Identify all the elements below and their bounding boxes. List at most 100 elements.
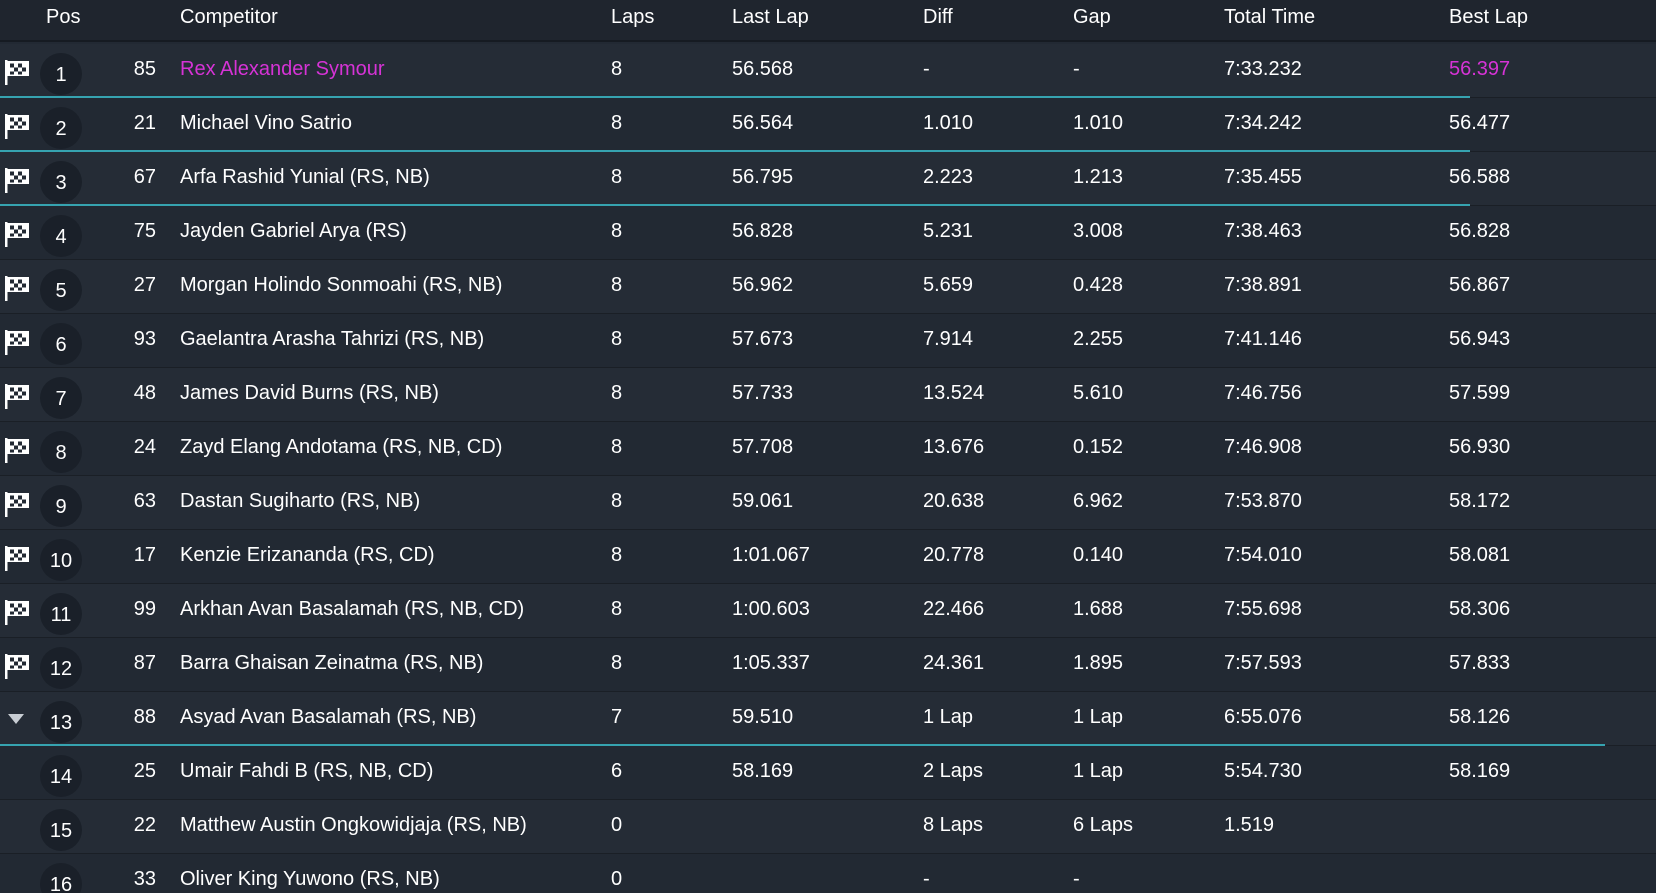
laps-cell: 8 (611, 220, 623, 242)
gap-cell: 0.152 (1073, 436, 1124, 458)
header-last-lap[interactable]: Last Lap (732, 6, 809, 28)
position-badge: 9 (40, 485, 82, 527)
diff-cell: 24.361 (923, 652, 985, 674)
laps-cell: 8 (611, 382, 623, 404)
position-badge: 15 (40, 809, 82, 851)
table-row[interactable]: 13 88 Asyad Avan Basalamah (RS, NB) 7 59.510… (0, 692, 1656, 746)
checkered-flag-icon (2, 489, 32, 519)
competitor-name[interactable]: Kenzie Erizananda (RS, CD) (180, 544, 435, 566)
table-row[interactable]: 1 85 Rex Alexander Symour 8 56.568 - - 7:33.232… (0, 44, 1656, 98)
checkered-flag-icon (2, 111, 32, 141)
position-badge: 4 (40, 215, 82, 257)
competitor-name[interactable]: Matthew Austin Ongkowidjaja (RS, NB) (180, 814, 527, 836)
table-row[interactable]: 12 87 Barra Ghaisan Zeinatma (RS, NB) 8 1:05… (0, 638, 1656, 692)
laps-cell: 8 (611, 112, 623, 134)
total-time-cell: 7:46.908 (1224, 436, 1302, 458)
row-separator (0, 150, 1470, 152)
laps-cell: 8 (611, 490, 623, 512)
diff-cell: 20.778 (923, 544, 985, 566)
competitor-name[interactable]: Dastan Sugiharto (RS, NB) (180, 490, 421, 512)
table-row[interactable]: 16 33 Oliver King Yuwono (RS, NB) 0 - - (0, 854, 1656, 893)
table-header: Pos Competitor Laps Last Lap Diff Gap To… (0, 0, 1656, 42)
competitor-name[interactable]: Barra Ghaisan Zeinatma (RS, NB) (180, 652, 484, 674)
table-row[interactable]: 7 48 James David Burns (RS, NB) 8 57.733 13.5… (0, 368, 1656, 422)
header-pos[interactable]: Pos (46, 6, 81, 28)
header-best-lap[interactable]: Best Lap (1449, 6, 1528, 28)
table-row[interactable]: 15 22 Matthew Austin Ongkowidjaja (RS, NB)… (0, 800, 1656, 854)
checkered-flag-icon (2, 597, 32, 627)
table-row[interactable]: 6 93 Gaelantra Arasha Tahrizi (RS, NB) 8 57.… (0, 314, 1656, 368)
car-number: 25 (133, 760, 156, 782)
row-separator (0, 744, 1605, 746)
header-gap[interactable]: Gap (1073, 6, 1111, 28)
table-row[interactable]: 3 67 Arfa Rashid Yunial (RS, NB) 8 56.795 2.2… (0, 152, 1656, 206)
gap-cell: 1 Lap (1073, 760, 1124, 782)
best-lap-cell: 56.588 (1449, 166, 1511, 188)
gap-cell: 5.610 (1073, 382, 1124, 404)
table-row[interactable]: 2 21 Michael Vino Satrio 8 56.564 1.010 1.010 7… (0, 98, 1656, 152)
last-lap-cell: 1:05.337 (732, 652, 810, 674)
table-row[interactable]: 10 17 Kenzie Erizananda (RS, CD) 8 1:01.067 2… (0, 530, 1656, 584)
competitor-name[interactable]: Rex Alexander Symour (180, 58, 385, 80)
laps-cell: 7 (611, 706, 623, 728)
best-lap-cell: 57.833 (1449, 652, 1511, 674)
table-row[interactable]: 11 99 Arkhan Avan Basalamah (RS, NB, CD) 8 1… (0, 584, 1656, 638)
header-diff[interactable]: Diff (923, 6, 953, 28)
last-lap-cell: 1:00.603 (732, 598, 810, 620)
competitor-name[interactable]: Zayd Elang Andotama (RS, NB, CD) (180, 436, 503, 458)
position-badge: 8 (40, 431, 82, 473)
position-badge: 1 (40, 53, 82, 95)
last-lap-cell: 1:01.067 (732, 544, 810, 566)
header-total-time[interactable]: Total Time (1224, 6, 1316, 28)
laps-cell: 8 (611, 598, 623, 620)
competitor-name[interactable]: Umair Fahdi B (RS, NB, CD) (180, 760, 434, 782)
gap-cell: 1.213 (1073, 166, 1124, 188)
diff-cell: 8 Laps (923, 814, 984, 836)
competitor-name[interactable]: James David Burns (RS, NB) (180, 382, 439, 404)
competitor-name[interactable]: Jayden Gabriel Arya (RS) (180, 220, 407, 242)
competitor-name[interactable]: Gaelantra Arasha Tahrizi (RS, NB) (180, 328, 485, 350)
total-time-cell: 7:57.593 (1224, 652, 1302, 674)
best-lap-cell: 56.867 (1449, 274, 1511, 296)
best-lap-cell: 58.172 (1449, 490, 1511, 512)
diff-cell: 2 Laps (923, 760, 984, 782)
table-row[interactable]: 9 63 Dastan Sugiharto (RS, NB) 8 59.061 20.63… (0, 476, 1656, 530)
diff-cell: 5.231 (923, 220, 974, 242)
car-number: 85 (133, 58, 156, 80)
checkered-flag-icon (2, 543, 32, 573)
diff-cell: 1.010 (923, 112, 974, 134)
last-lap-cell: 57.733 (732, 382, 794, 404)
total-time-cell: 7:38.463 (1224, 220, 1302, 242)
best-lap-cell: 56.397 (1449, 58, 1511, 80)
competitor-name[interactable]: Arkhan Avan Basalamah (RS, NB, CD) (180, 598, 525, 620)
header-competitor[interactable]: Competitor (180, 6, 278, 28)
row-separator (0, 204, 1470, 206)
table-row[interactable]: 4 75 Jayden Gabriel Arya (RS) 8 56.828 5.231 3… (0, 206, 1656, 260)
competitor-name[interactable]: Arfa Rashid Yunial (RS, NB) (180, 166, 430, 188)
header-laps[interactable]: Laps (611, 6, 655, 28)
best-lap-cell: 56.477 (1449, 112, 1511, 134)
car-number: 48 (133, 382, 156, 404)
gap-cell: - (1073, 868, 1080, 890)
checkered-flag-icon (2, 219, 32, 249)
competitor-name[interactable]: Oliver King Yuwono (RS, NB) (180, 868, 440, 890)
total-time-cell: 7:41.146 (1224, 328, 1302, 350)
laps-cell: 8 (611, 544, 623, 566)
best-lap-cell: 58.126 (1449, 706, 1511, 728)
total-time-cell: 7:53.870 (1224, 490, 1302, 512)
gap-cell: 0.140 (1073, 544, 1124, 566)
laps-cell: 8 (611, 274, 623, 296)
laps-cell: 6 (611, 760, 623, 782)
laps-cell: 8 (611, 166, 623, 188)
table-row[interactable]: 14 25 Umair Fahdi B (RS, NB, CD) 6 58.169 2 L… (0, 746, 1656, 800)
table-row[interactable]: 8 24 Zayd Elang Andotama (RS, NB, CD) 8 57.7… (0, 422, 1656, 476)
position-badge: 5 (40, 269, 82, 311)
total-time-cell: 7:38.891 (1224, 274, 1302, 296)
last-lap-cell: 56.828 (732, 220, 794, 242)
diff-cell: 7.914 (923, 328, 974, 350)
competitor-name[interactable]: Michael Vino Satrio (180, 112, 352, 134)
competitor-name[interactable]: Morgan Holindo Sonmoahi (RS, NB) (180, 274, 503, 296)
competitor-name[interactable]: Asyad Avan Basalamah (RS, NB) (180, 706, 477, 728)
table-row[interactable]: 5 27 Morgan Holindo Sonmoahi (RS, NB) 8 56.9… (0, 260, 1656, 314)
